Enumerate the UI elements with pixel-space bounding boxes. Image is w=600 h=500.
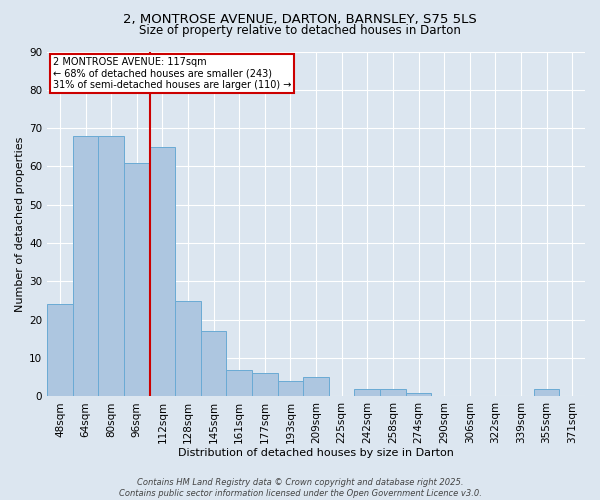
Bar — [355, 388, 380, 396]
Bar — [201, 331, 226, 396]
Bar — [124, 162, 149, 396]
Bar — [47, 304, 73, 396]
Bar — [175, 300, 201, 396]
Bar — [278, 381, 303, 396]
Bar — [98, 136, 124, 396]
Bar — [73, 136, 98, 396]
Bar — [149, 148, 175, 396]
Bar — [226, 370, 252, 396]
X-axis label: Distribution of detached houses by size in Darton: Distribution of detached houses by size … — [178, 448, 454, 458]
Text: Size of property relative to detached houses in Darton: Size of property relative to detached ho… — [139, 24, 461, 37]
Text: 2 MONTROSE AVENUE: 117sqm
← 68% of detached houses are smaller (243)
31% of semi: 2 MONTROSE AVENUE: 117sqm ← 68% of detac… — [53, 56, 291, 90]
Bar — [380, 388, 406, 396]
Bar — [303, 377, 329, 396]
Y-axis label: Number of detached properties: Number of detached properties — [15, 136, 25, 312]
Text: Contains HM Land Registry data © Crown copyright and database right 2025.
Contai: Contains HM Land Registry data © Crown c… — [119, 478, 481, 498]
Text: 2, MONTROSE AVENUE, DARTON, BARNSLEY, S75 5LS: 2, MONTROSE AVENUE, DARTON, BARNSLEY, S7… — [123, 12, 477, 26]
Bar — [252, 374, 278, 396]
Bar — [406, 392, 431, 396]
Bar — [534, 388, 559, 396]
